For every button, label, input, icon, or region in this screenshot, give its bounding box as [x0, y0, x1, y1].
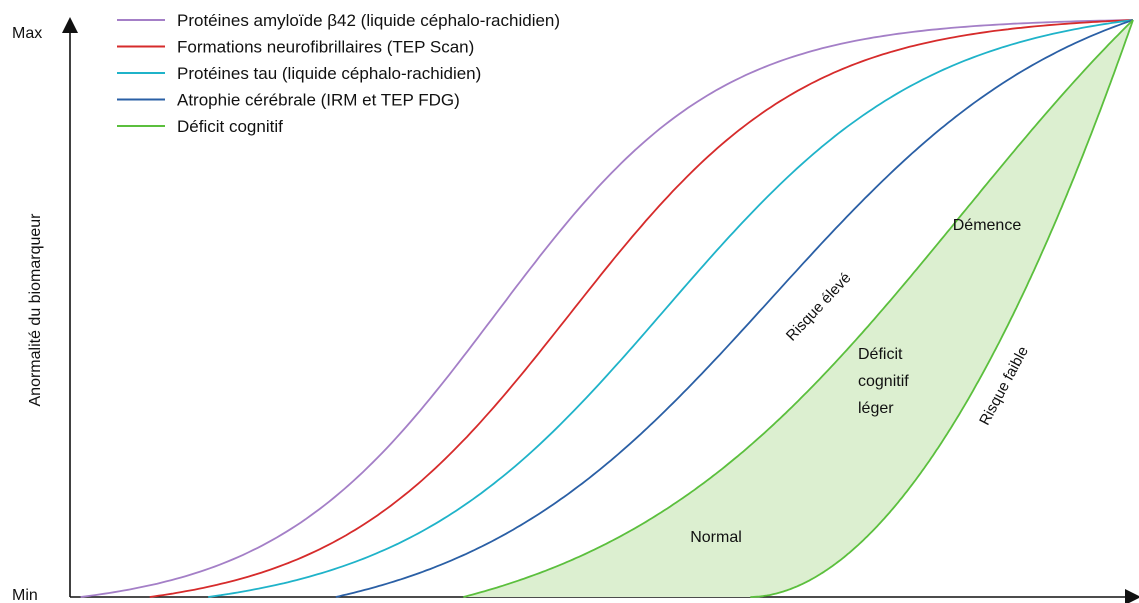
region-label-normal: Normal — [690, 529, 742, 546]
cognitive-band-fill — [463, 20, 1133, 597]
annotation-high-risk: Risque élevé — [783, 269, 855, 344]
region-label-mild-line-2: cognitif — [858, 373, 909, 390]
series-line-4 — [335, 19, 1134, 598]
series-line-5 — [463, 19, 1134, 598]
cognitive-band-lower-line — [750, 19, 1134, 598]
y-max-label: Max — [12, 25, 42, 42]
y-axis-label: Anormalité du biomarqueur — [27, 213, 44, 407]
legend-entry-3: Protéines tau (liquide céphalo-rachidien… — [177, 64, 481, 83]
series-line-3 — [208, 19, 1134, 598]
region-label-mild-line-3: léger — [858, 400, 894, 417]
legend-entry-1: Protéines amyloïde β42 (liquide céphalo-… — [177, 11, 560, 30]
series-line-2 — [149, 19, 1134, 598]
region-label-mild-line-1: Déficit — [858, 346, 903, 363]
legend-entry-2: Formations neurofibrillaires (TEP Scan) — [177, 38, 474, 57]
legend-entry-4: Atrophie cérébrale (IRM et TEP FDG) — [177, 91, 460, 110]
series-line-1 — [80, 19, 1134, 598]
region-label-dementia: Démence — [953, 217, 1022, 234]
curves-group — [80, 19, 1134, 598]
legend: Protéines amyloïde β42 (liquide céphalo-… — [117, 11, 560, 136]
y-min-label: Min — [12, 587, 38, 603]
legend-entry-5: Déficit cognitif — [177, 117, 283, 136]
